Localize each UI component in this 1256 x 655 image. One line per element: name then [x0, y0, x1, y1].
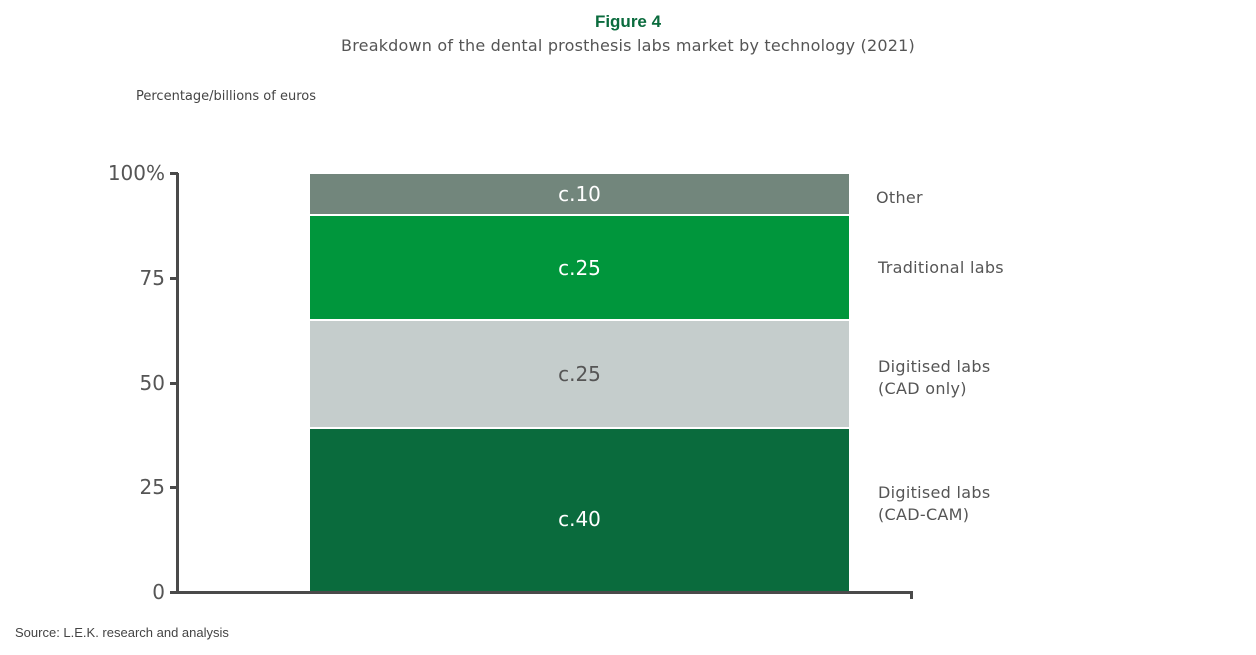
y-tick-label-50: 50	[139, 371, 165, 395]
legend-label-other: Other	[876, 188, 923, 207]
segment-value-cad-cam: c.40	[558, 507, 601, 531]
y-tick-25	[170, 486, 178, 489]
y-tick-label-0: 0	[152, 580, 165, 604]
x-axis-line	[176, 591, 913, 594]
y-tick-label-25: 25	[139, 475, 165, 499]
y-tick-75	[170, 277, 178, 280]
y-tick-label-100: 100%	[107, 161, 165, 185]
y-tick-label-75: 75	[139, 266, 165, 290]
bar-segment-other: c.10	[310, 174, 849, 214]
legend-label-cad-cam: Digitised labs (CAD-CAM)	[878, 483, 991, 524]
segment-value-traditional: c.25	[558, 255, 601, 280]
bar-segment-cad-only: c.25	[310, 321, 849, 427]
figure-number: Figure 4	[594, 12, 662, 31]
y-tick-0	[170, 591, 178, 594]
x-axis-end-tick	[910, 591, 913, 599]
y-tick-50	[170, 382, 178, 385]
bar-segment-cad-cam: c.40	[310, 429, 849, 591]
segment-value-other: c.10	[558, 182, 601, 206]
chart-title: Breakdown of the dental prosthesis labs …	[341, 36, 915, 55]
segment-value-cad-only: c.25	[558, 362, 601, 386]
y-axis-unit-label: Percentage/billions of euros	[136, 89, 316, 104]
legend-label-traditional: Traditional labs	[878, 258, 1004, 277]
bar-segment-traditional: c.25	[310, 216, 849, 319]
source-note: Source: L.E.K. research and analysis	[15, 625, 229, 640]
y-tick-100	[170, 172, 178, 175]
legend-label-cad-only: Digitised labs (CAD only)	[878, 357, 991, 398]
